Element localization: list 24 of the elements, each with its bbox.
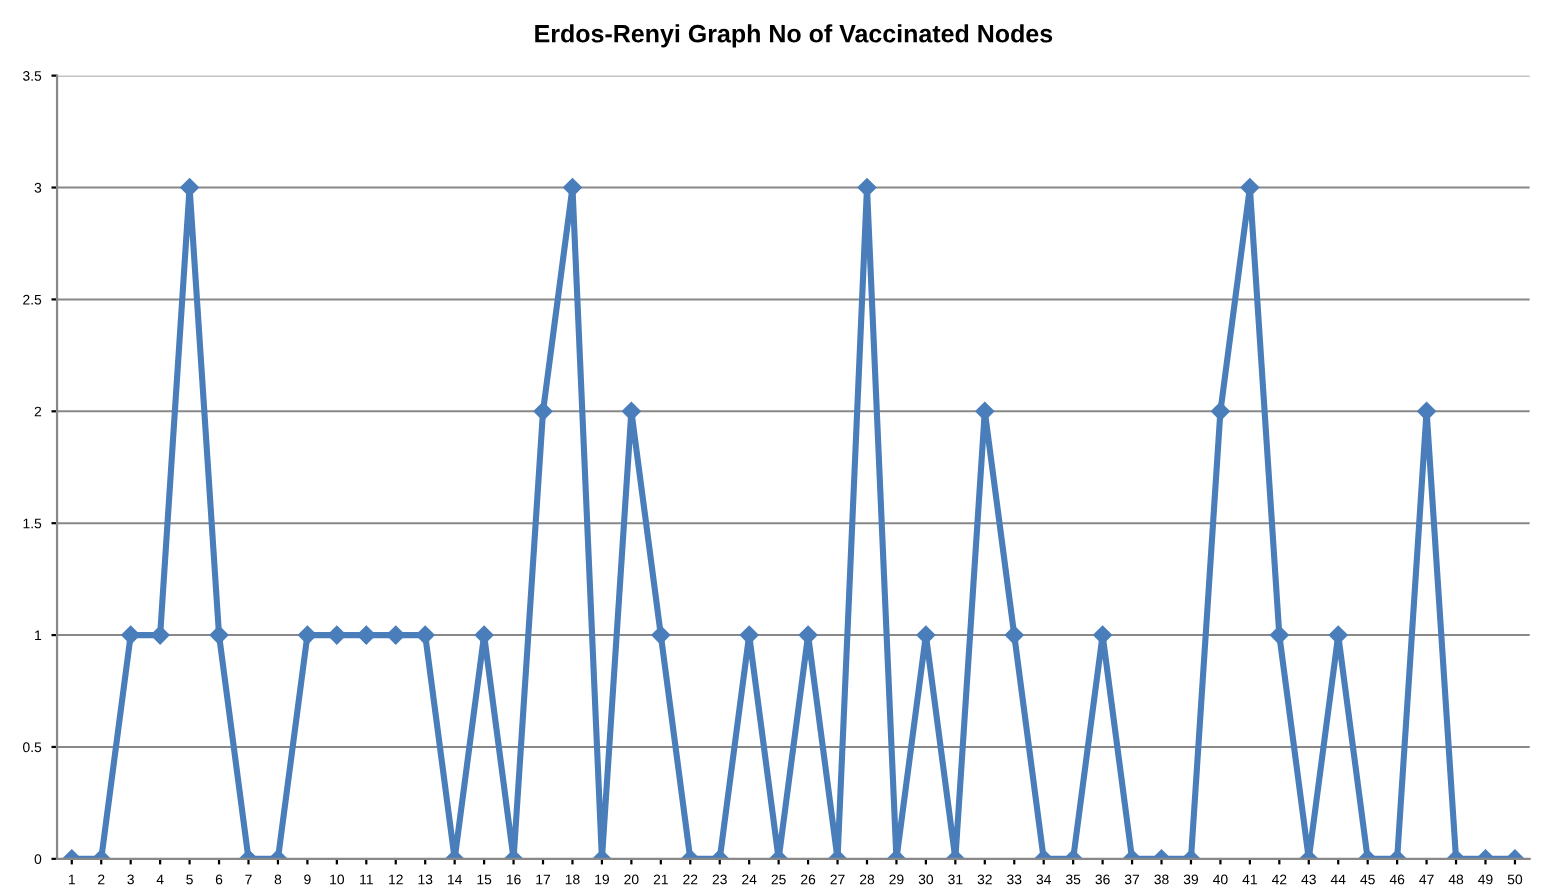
chart-title: Erdos-Renyi Graph No of Vaccinated Nodes	[535, 24, 1053, 48]
point	[533, 402, 553, 421]
point	[327, 625, 347, 645]
point	[357, 625, 376, 645]
point	[298, 625, 317, 645]
point	[415, 625, 435, 645]
point	[916, 625, 936, 645]
point	[386, 625, 405, 645]
point	[798, 625, 818, 645]
point	[1093, 625, 1112, 645]
point	[121, 625, 140, 645]
point	[739, 625, 759, 645]
point	[1270, 625, 1289, 645]
point	[1211, 402, 1230, 421]
point	[563, 178, 582, 197]
point	[975, 402, 995, 421]
point	[1328, 625, 1348, 645]
point	[150, 625, 170, 645]
point	[651, 625, 671, 645]
point	[1005, 625, 1024, 645]
point	[209, 625, 229, 645]
point	[1240, 178, 1260, 197]
point	[474, 625, 494, 645]
point	[857, 178, 877, 197]
